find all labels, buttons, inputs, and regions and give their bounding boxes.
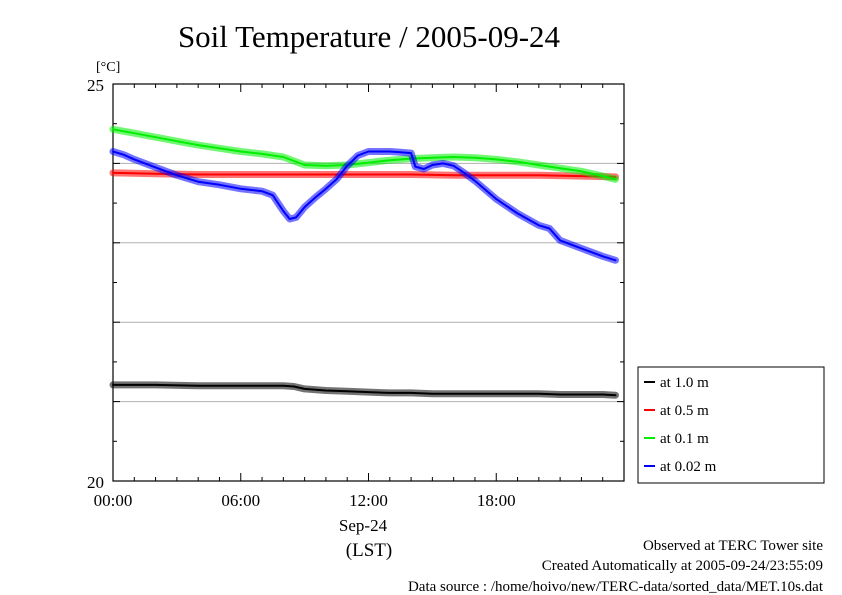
footer: Observed at TERC Tower site Created Auto… <box>408 538 824 595</box>
y-tick-label-bottom: 20 <box>87 473 104 492</box>
footer-data-source: Data source : /home/hoivo/new/TERC-data/… <box>408 579 824 595</box>
legend-label: at 0.02 m <box>660 459 717 475</box>
x-tick-label: 06:00 <box>221 491 260 510</box>
legend-label: at 0.1 m <box>660 431 709 447</box>
chart-title: Soil Temperature / 2005-09-24 <box>178 19 561 54</box>
legend: at 1.0 m at 0.5 m at 0.1 m at 0.02 m <box>637 366 825 484</box>
footer-observed: Observed at TERC Tower site <box>643 538 823 554</box>
y-axis: 25 20 <box>87 76 624 492</box>
legend-label: at 0.5 m <box>660 403 709 419</box>
series-line <box>112 150 617 262</box>
footer-created: Created Automatically at 2005-09-24/23:5… <box>542 558 823 574</box>
legend-label: at 1.0 m <box>660 375 709 391</box>
grid-lines <box>113 162 624 403</box>
x-date-label: Sep-24 <box>339 516 388 535</box>
x-axis-label: (LST) <box>346 540 392 561</box>
y-unit-label: [°C] <box>96 60 120 75</box>
x-tick-label: 00:00 <box>94 491 133 510</box>
series-line <box>112 171 617 178</box>
series-line <box>112 128 617 181</box>
y-tick-label-top: 25 <box>87 76 104 95</box>
series-line <box>112 383 617 397</box>
legend-box <box>637 366 825 484</box>
x-axis: 00:00 06:00 12:00 18:00 <box>94 84 625 510</box>
series-lines <box>109 125 619 399</box>
x-tick-label: 18:00 <box>477 491 516 510</box>
x-tick-label: 12:00 <box>349 491 388 510</box>
